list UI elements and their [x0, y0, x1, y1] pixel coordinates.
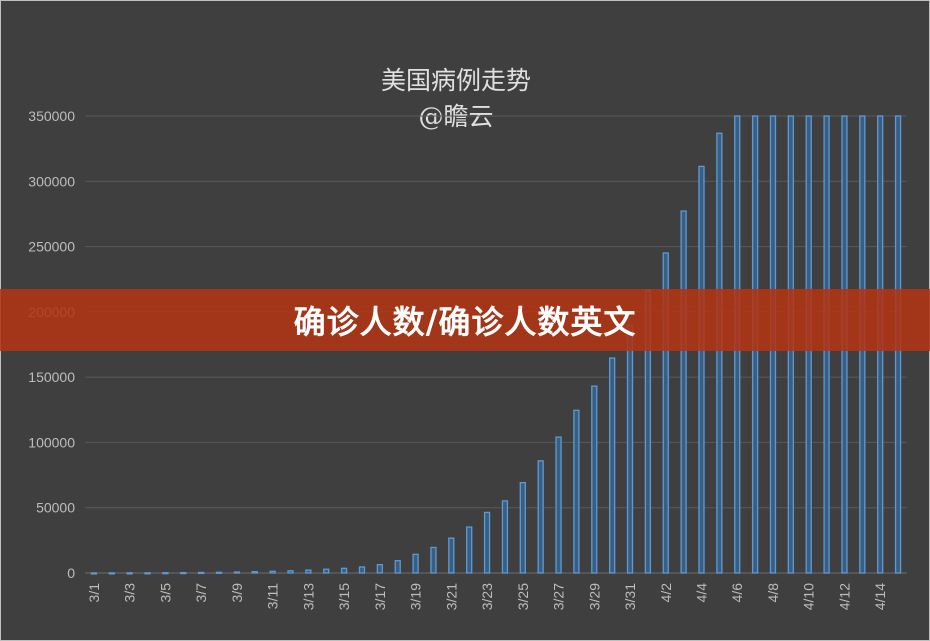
x-tick-label: 3/19: [408, 583, 424, 610]
bar: [716, 132, 723, 574]
overlay-banner: 确诊人数/确诊人数英文: [0, 289, 930, 351]
x-tick-label: 4/6: [729, 583, 745, 603]
bar: [591, 385, 598, 574]
x-tick-label: 3/17: [372, 583, 388, 610]
bar: [269, 570, 276, 574]
x-tick-label: 3/11: [265, 583, 281, 609]
bar: [466, 526, 473, 574]
x-tick-label: 3/27: [551, 583, 567, 610]
x-tick-label: 3/25: [515, 583, 531, 610]
bar: [144, 572, 151, 575]
x-tick-label: 4/14: [872, 583, 888, 610]
y-tick-label: 0: [67, 565, 75, 581]
x-tick-label: 3/29: [586, 583, 602, 610]
bar: [501, 500, 509, 574]
x-tick-label: 3/23: [479, 583, 495, 610]
x-tick-label: 3/31: [622, 583, 638, 610]
bar: [323, 568, 330, 574]
bar: [358, 566, 366, 574]
x-tick-label: 3/21: [443, 583, 459, 610]
bar: [251, 571, 258, 574]
x-tick-label: 3/15: [336, 583, 352, 610]
bar: [90, 572, 98, 575]
bar: [340, 567, 348, 574]
x-tick-label: 3/5: [157, 583, 173, 603]
bar: [609, 357, 616, 574]
bar: [126, 572, 133, 575]
bar: [394, 560, 401, 574]
bar: [162, 572, 169, 575]
y-tick-label: 150000: [28, 369, 75, 385]
y-tick-label: 50000: [36, 500, 75, 516]
x-tick-label: 3/3: [122, 583, 138, 603]
x-tick-label: 3/13: [300, 583, 316, 610]
x-tick-label: 3/9: [229, 583, 245, 603]
bar: [537, 460, 544, 574]
bar: [519, 481, 526, 574]
x-tick-label: 4/2: [658, 583, 674, 603]
bar: [626, 324, 634, 574]
bar: [483, 511, 491, 574]
bar: [108, 572, 115, 575]
x-axis-ticks: 3/1 3/3 3/5 3/7 3/9 3/11 3/13 3/15 3/17 3/19 3/21 3…: [86, 583, 888, 610]
bar: [305, 569, 312, 574]
x-tick-label: 4/10: [801, 583, 817, 610]
x-tick-label: 4/4: [694, 583, 710, 603]
bar: [287, 570, 294, 574]
x-tick-label: 3/7: [193, 583, 209, 603]
bar: [215, 571, 223, 574]
x-tick-label: 4/8: [765, 583, 781, 603]
y-tick-label: 300000: [28, 173, 75, 189]
bar: [412, 553, 419, 574]
bar: [448, 537, 455, 574]
y-tick-label: 350000: [28, 108, 75, 124]
bar: [573, 409, 580, 574]
bar: [555, 436, 562, 574]
x-tick-label: 4/12: [836, 583, 852, 610]
y-tick-label: 100000: [28, 434, 75, 450]
x-tick-label: 3/1: [86, 583, 102, 603]
bar: [680, 210, 687, 574]
y-tick-label: 250000: [28, 239, 75, 255]
bar: [662, 252, 669, 574]
chart-title: 美国病例走势: [381, 66, 531, 95]
bar: [430, 546, 437, 574]
bar: [376, 563, 383, 574]
bar: [233, 571, 241, 574]
bar: [180, 571, 187, 575]
bar: [698, 165, 705, 574]
banner-text: 确诊人数/确诊人数英文: [293, 303, 637, 341]
bar: [198, 571, 205, 575]
